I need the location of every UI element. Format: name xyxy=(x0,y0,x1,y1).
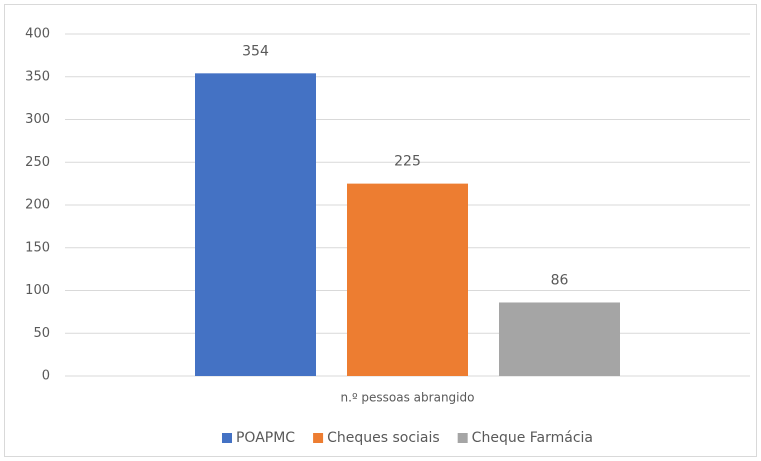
y-tick-label: 350 xyxy=(25,69,50,84)
data-label: 225 xyxy=(394,154,421,170)
legend-swatch xyxy=(221,433,232,443)
y-tick-label: 150 xyxy=(25,240,50,255)
legend-swatch xyxy=(313,433,324,443)
data-label: 354 xyxy=(242,43,269,59)
bar xyxy=(347,183,468,376)
y-tick-label: 300 xyxy=(25,112,50,127)
y-tick-label: 50 xyxy=(33,326,50,341)
legend-label: Cheque Farmácia xyxy=(472,430,593,446)
data-label: 86 xyxy=(551,272,569,288)
bar xyxy=(499,302,620,376)
legend-label: Cheques sociais xyxy=(327,430,440,446)
y-tick-label: 250 xyxy=(25,155,50,170)
bar xyxy=(195,73,316,376)
y-tick-label: 0 xyxy=(42,369,50,384)
legend-swatch xyxy=(457,433,468,443)
legend-label: POAPMC xyxy=(236,430,295,446)
x-tick-label: n.º pessoas abrangido xyxy=(341,391,475,405)
y-tick-label: 200 xyxy=(25,198,50,213)
y-tick-label: 100 xyxy=(25,283,50,298)
legend: POAPMC Cheques sociais Cheque Farmácia xyxy=(221,430,593,446)
y-tick-label: 400 xyxy=(25,27,50,42)
